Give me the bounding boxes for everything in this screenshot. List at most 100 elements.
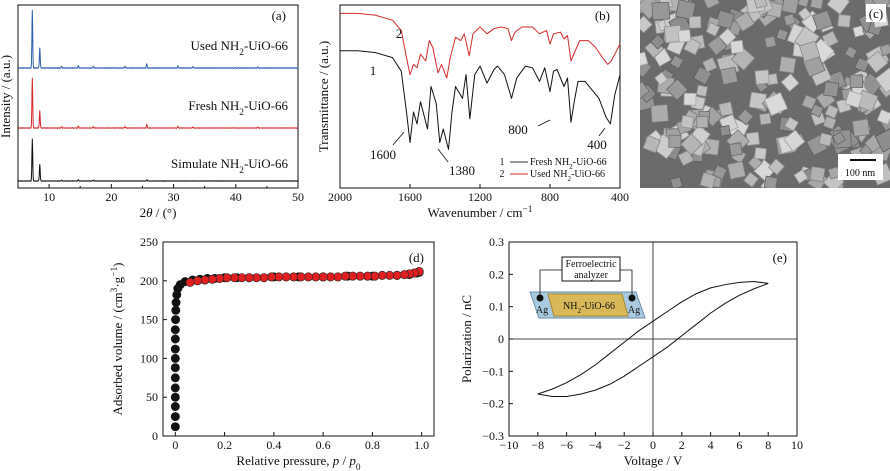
panel-b-legend-text: Used NH2-UiO-66 (530, 169, 605, 183)
panel-c-crystal (793, 169, 809, 184)
panel-e-inset-electrode-right (628, 294, 636, 302)
panel-e-loop-upper (537, 280, 769, 395)
panel-c-crystal (654, 71, 669, 86)
panel-c-crystal (719, 125, 731, 137)
panel-c-crystal (826, 0, 851, 15)
panel-c-crystal (666, 78, 689, 101)
panel-d-point-adsorption (170, 353, 180, 363)
panel-c-crystal (758, 112, 772, 126)
panel-c-crystal (683, 92, 697, 106)
panel-d-point-adsorption (170, 392, 180, 402)
panel-b-legend-text-part: 2 (569, 163, 573, 171)
panel-c-crystal (729, 39, 744, 54)
panel-a-series-line (17, 9, 299, 70)
panel-e-xtick-label: 10 (791, 438, 803, 452)
panel-e-inset-analyzer-box (561, 256, 621, 282)
panel-a-xtick-label: 20 (105, 190, 117, 204)
panel-a-xlabel-part: θ (146, 205, 153, 220)
panel-a-series-label: Fresh NH2-UiO-66 (188, 98, 288, 118)
panel-c-label-box (866, 4, 886, 22)
panel-c-crystal (849, 74, 864, 89)
panel-b-annotation: 1600 (370, 147, 396, 162)
panel-c-crystal (677, 149, 695, 167)
panel-c-crystal (640, 51, 649, 68)
panel-b-xtick-label: 400 (611, 190, 629, 204)
panel-c-crystals (640, 0, 890, 188)
panel-c-crystal (712, 164, 728, 180)
panel-d-ylabel-part: ·g (110, 276, 125, 287)
panel-c-crystal (763, 175, 778, 188)
panel-c-sem-image: 100 nm (c) (640, 0, 890, 188)
panel-b-xtick-label: 1600 (398, 190, 422, 204)
panel-a-frame (17, 4, 299, 189)
panel-c-crystal (747, 155, 763, 171)
panel-c-crystal (650, 104, 669, 123)
panel-a-series-label: Used NH2-UiO-66 (191, 38, 289, 58)
panel-c-crystal (651, 1, 671, 21)
panel-d-ylabel: Adsorbed volume / (cm3·g−1) (110, 263, 125, 416)
panel-e-ytick-label: 0.2 (489, 267, 504, 281)
panel-b-annotation: 2 (396, 26, 403, 41)
panel-c-crystal (784, 116, 799, 132)
panel-c-crystal (640, 80, 651, 100)
panel-d-ytick-label: 50 (146, 390, 158, 404)
panel-d-point-adsorption (170, 363, 180, 373)
panel-a-series-label-part: Used NH (191, 38, 240, 53)
panel-d-frame (162, 241, 435, 437)
panel-c-crystal (680, 133, 703, 156)
panel-c-crystal (823, 81, 840, 98)
panel-a-series-label-part: 2 (239, 166, 244, 176)
panel-d-point-desorption (399, 270, 409, 280)
panel-e-xlabel: Voltage / V (624, 453, 683, 468)
panel-c-crystal (811, 9, 834, 32)
panel-e-inset-analyzer-bottom: analyzer (574, 270, 609, 281)
panel-c-crystal (699, 172, 717, 188)
panel-a-xlabel-part: 2 (140, 205, 147, 220)
panel-c-crystal (783, 13, 796, 27)
panel-d-point-desorption (185, 277, 195, 287)
panel-b-legend-text-part: Fresh NH (530, 157, 569, 168)
panel-e-xtick-label: −10 (500, 438, 519, 452)
panel-d-xtick-label: 0.4 (266, 438, 281, 452)
panel-c-crystal (727, 160, 747, 180)
panel-c-crystal (701, 0, 721, 10)
panel-d-point-adsorption (170, 373, 180, 383)
panel-d-xtick-label: 0.8 (365, 438, 380, 452)
panel-c-crystal (797, 0, 810, 8)
panel-c-crystal (783, 129, 806, 152)
panel-c-crystal (707, 35, 728, 56)
panel-d-point-desorption (377, 270, 387, 280)
panel-d-ytick-label: 100 (140, 351, 158, 365)
panel-e-inset-sample-label: NH2-UiO-66 (563, 301, 615, 315)
panel-d-ylabel-part: Adsorbed volume / (cm (110, 292, 125, 415)
panel-e-inset-sample-label-part: NH (563, 301, 577, 312)
panel-c-crystal (734, 11, 756, 32)
panel-b-ftir-chart: (b) 2000 1600 1200 800 400 Wavenumber / cm−1 Tr… (316, 4, 629, 220)
panel-b-annotation-pointer (392, 131, 405, 146)
panel-e-xtick-label: −2 (618, 438, 631, 452)
panel-a-series-label-part: 2 (239, 108, 244, 118)
panel-d-xlabel-part: 0 (356, 463, 361, 471)
panel-c-crystal (775, 28, 789, 42)
panel-c-crystal (745, 131, 760, 146)
panel-b-series-line (340, 12, 621, 79)
panel-a-series-label-part: -UiO-66 (244, 156, 289, 171)
panel-c-crystal (763, 92, 788, 117)
panel-c-crystal (675, 0, 697, 21)
panel-e-xtick-label: −6 (560, 438, 573, 452)
panel-a-xlabel: 2θ / (°) (140, 205, 177, 220)
panel-a-xtick-label: 40 (230, 190, 242, 204)
panel-c-crystal (781, 0, 800, 15)
panel-d-point-adsorption (171, 305, 181, 315)
panel-c-crystal (865, 50, 889, 74)
panel-b-xlabel-part: −1 (523, 205, 533, 215)
panel-d-ylabel-part: −1 (110, 267, 120, 277)
panel-b-xlabel: Wavenumber / cm−1 (428, 205, 533, 220)
panel-c-crystal (824, 104, 840, 119)
panel-b-legend-text: Fresh NH2-UiO-66 (530, 157, 607, 171)
panel-d-point-desorption (192, 276, 202, 286)
panel-e-hysteresis-chart: (e) −10 −8 −6 −4 −2 0 2 4 6 8 10 −0.3 −0.2 −0.1 0 0.1 0.2… (459, 235, 803, 468)
panel-c-crystal (818, 132, 833, 147)
